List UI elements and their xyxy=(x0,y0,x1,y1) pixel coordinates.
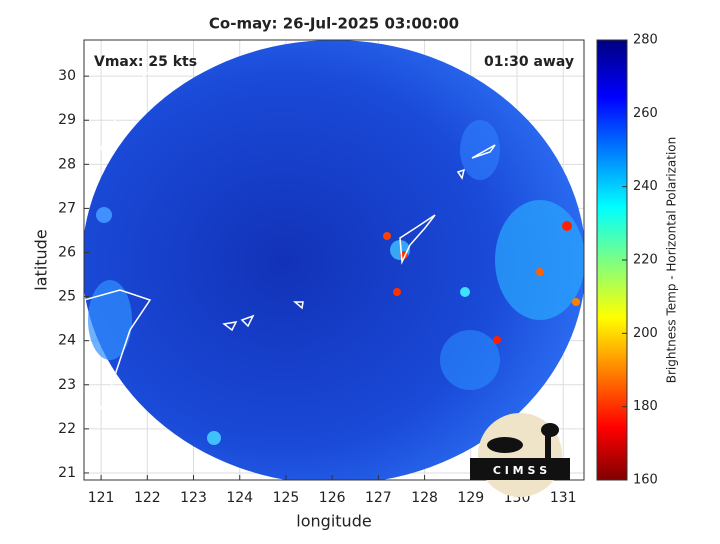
x-tick-label: 129 xyxy=(457,490,484,506)
x-tick-label: 126 xyxy=(319,490,346,506)
annotation: Vmax: 25 kts xyxy=(94,54,197,70)
chart-title: Co-may: 26-Jul-2025 03:00:00 xyxy=(209,15,459,33)
x-tick-label: 122 xyxy=(134,490,161,506)
y-tick-label: 26 xyxy=(58,245,76,261)
x-axis-label: longitude xyxy=(296,512,371,531)
y-tick-label: 27 xyxy=(58,200,76,216)
y-tick-label: 23 xyxy=(58,377,76,393)
y-tick-label: 22 xyxy=(58,421,76,437)
colorbar-label: Brightness Temp - Horizontal Polarizatio… xyxy=(665,137,679,384)
y-axis-label: latitude xyxy=(32,229,51,290)
y-tick-label: 25 xyxy=(58,289,76,305)
colorbar-tick-label: 280 xyxy=(633,33,658,48)
annotation: 01:30 away xyxy=(484,54,574,70)
satellite-image xyxy=(84,40,584,480)
x-tick-label: 125 xyxy=(273,490,300,506)
plot-frame xyxy=(83,39,585,481)
x-tick-label: 124 xyxy=(226,490,253,506)
x-tick-label: 128 xyxy=(411,490,438,506)
y-tick-label: 29 xyxy=(58,112,76,128)
colorbar-tick-label: 260 xyxy=(633,106,658,121)
y-tick-label: 28 xyxy=(58,156,76,172)
y-tick-label: 30 xyxy=(58,68,76,84)
colorbar-tick-label: 220 xyxy=(633,253,658,268)
colorbar-tick-label: 240 xyxy=(633,179,658,194)
x-tick-label: 123 xyxy=(180,490,207,506)
x-tick-label: 127 xyxy=(365,490,392,506)
colorbar-tick-label: 180 xyxy=(633,399,658,414)
y-tick-label: 21 xyxy=(58,465,76,481)
logo-text: C I M S S xyxy=(493,464,547,477)
colorbar-tick-label: 200 xyxy=(633,326,658,341)
colorbar-tick-label: 160 xyxy=(633,473,658,488)
y-tick-label: 24 xyxy=(58,333,76,349)
x-tick-label: 131 xyxy=(550,490,577,506)
x-tick-label: 121 xyxy=(88,490,115,506)
logo: C I M S S xyxy=(470,413,570,497)
